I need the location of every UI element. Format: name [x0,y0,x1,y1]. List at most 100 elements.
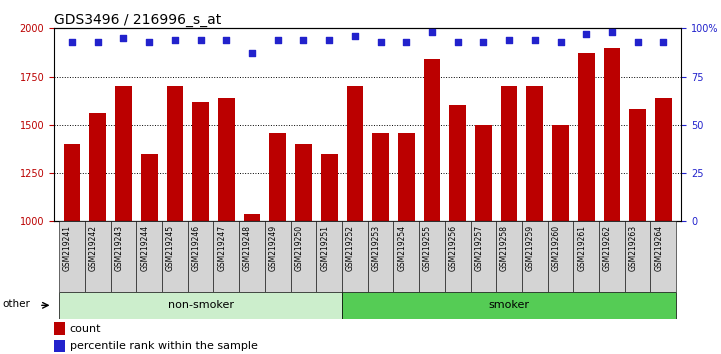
Point [195,37,206,43]
Bar [54,322,66,335]
Bar [110,221,136,292]
Point [632,39,643,45]
Bar [475,125,492,354]
Bar [270,132,286,354]
Point [169,37,181,43]
Text: GSM219248: GSM219248 [243,225,252,271]
Bar [445,221,471,292]
Point [221,37,232,43]
Point [375,39,386,45]
Bar [342,292,676,319]
Bar [424,59,441,354]
Bar [372,132,389,354]
Text: non-smoker: non-smoker [167,300,234,310]
Point [272,37,283,43]
Bar [89,113,106,354]
Bar [218,98,234,354]
Point [66,39,78,45]
Text: GSM219261: GSM219261 [578,225,586,271]
Point [658,39,669,45]
Bar [496,221,522,292]
Text: GDS3496 / 216996_s_at: GDS3496 / 216996_s_at [54,13,221,27]
Text: GSM219264: GSM219264 [655,225,663,271]
Point [503,37,515,43]
Bar [187,221,213,292]
Text: percentile rank within the sample: percentile rank within the sample [70,341,257,351]
Point [92,39,104,45]
Bar [394,221,419,292]
Bar [501,86,518,354]
Bar [59,221,85,292]
Bar [578,53,595,354]
Bar [141,154,158,354]
Point [298,37,309,43]
Point [143,39,155,45]
Bar [59,292,342,319]
Point [324,37,335,43]
Bar [552,125,569,354]
Bar [603,47,620,354]
Text: GSM219259: GSM219259 [526,225,535,271]
Bar [342,221,368,292]
Text: GSM219252: GSM219252 [346,225,355,271]
Text: GSM219246: GSM219246 [192,225,200,271]
Text: GSM219245: GSM219245 [166,225,175,271]
Text: GSM219254: GSM219254 [397,225,406,271]
Text: GSM219241: GSM219241 [63,225,72,271]
Bar [650,221,676,292]
Text: GSM219243: GSM219243 [115,225,123,271]
Bar [291,221,317,292]
Point [349,33,360,39]
Bar [85,221,110,292]
Text: GSM219262: GSM219262 [603,225,612,271]
Point [247,51,258,56]
Bar [63,144,81,354]
Bar [471,221,496,292]
Point [118,35,129,41]
Bar [526,86,543,354]
Point [400,39,412,45]
Text: GSM219258: GSM219258 [500,225,509,271]
Text: GSM219255: GSM219255 [423,225,432,271]
Text: GSM219244: GSM219244 [140,225,149,271]
Point [426,29,438,35]
Point [606,29,618,35]
Point [529,37,541,43]
Point [477,39,489,45]
Text: GSM219263: GSM219263 [629,225,637,271]
Text: GSM219256: GSM219256 [448,225,458,271]
Text: other: other [3,299,30,309]
Bar [449,105,466,354]
Bar [599,221,625,292]
Bar [265,221,291,292]
Text: GSM219251: GSM219251 [320,225,329,271]
Point [580,31,592,37]
Text: GSM219250: GSM219250 [294,225,304,271]
Text: count: count [70,324,101,333]
Bar [239,221,265,292]
Bar [54,340,66,352]
Text: GSM219257: GSM219257 [474,225,483,271]
Bar [193,102,209,354]
Bar [244,213,260,354]
Text: GSM219242: GSM219242 [89,225,98,271]
Bar [347,86,363,354]
Bar [162,221,187,292]
Text: smoker: smoker [489,300,530,310]
Bar [522,221,548,292]
Bar [368,221,394,292]
Bar [419,221,445,292]
Bar [548,221,573,292]
Bar [573,221,599,292]
Bar [321,154,337,354]
Bar [136,221,162,292]
Bar [398,132,415,354]
Bar [167,86,183,354]
Text: GSM219249: GSM219249 [269,225,278,271]
Bar [629,109,646,354]
Bar [625,221,650,292]
Bar [115,86,132,354]
Bar [655,98,672,354]
Text: GSM219247: GSM219247 [217,225,226,271]
Text: GSM219260: GSM219260 [552,225,560,271]
